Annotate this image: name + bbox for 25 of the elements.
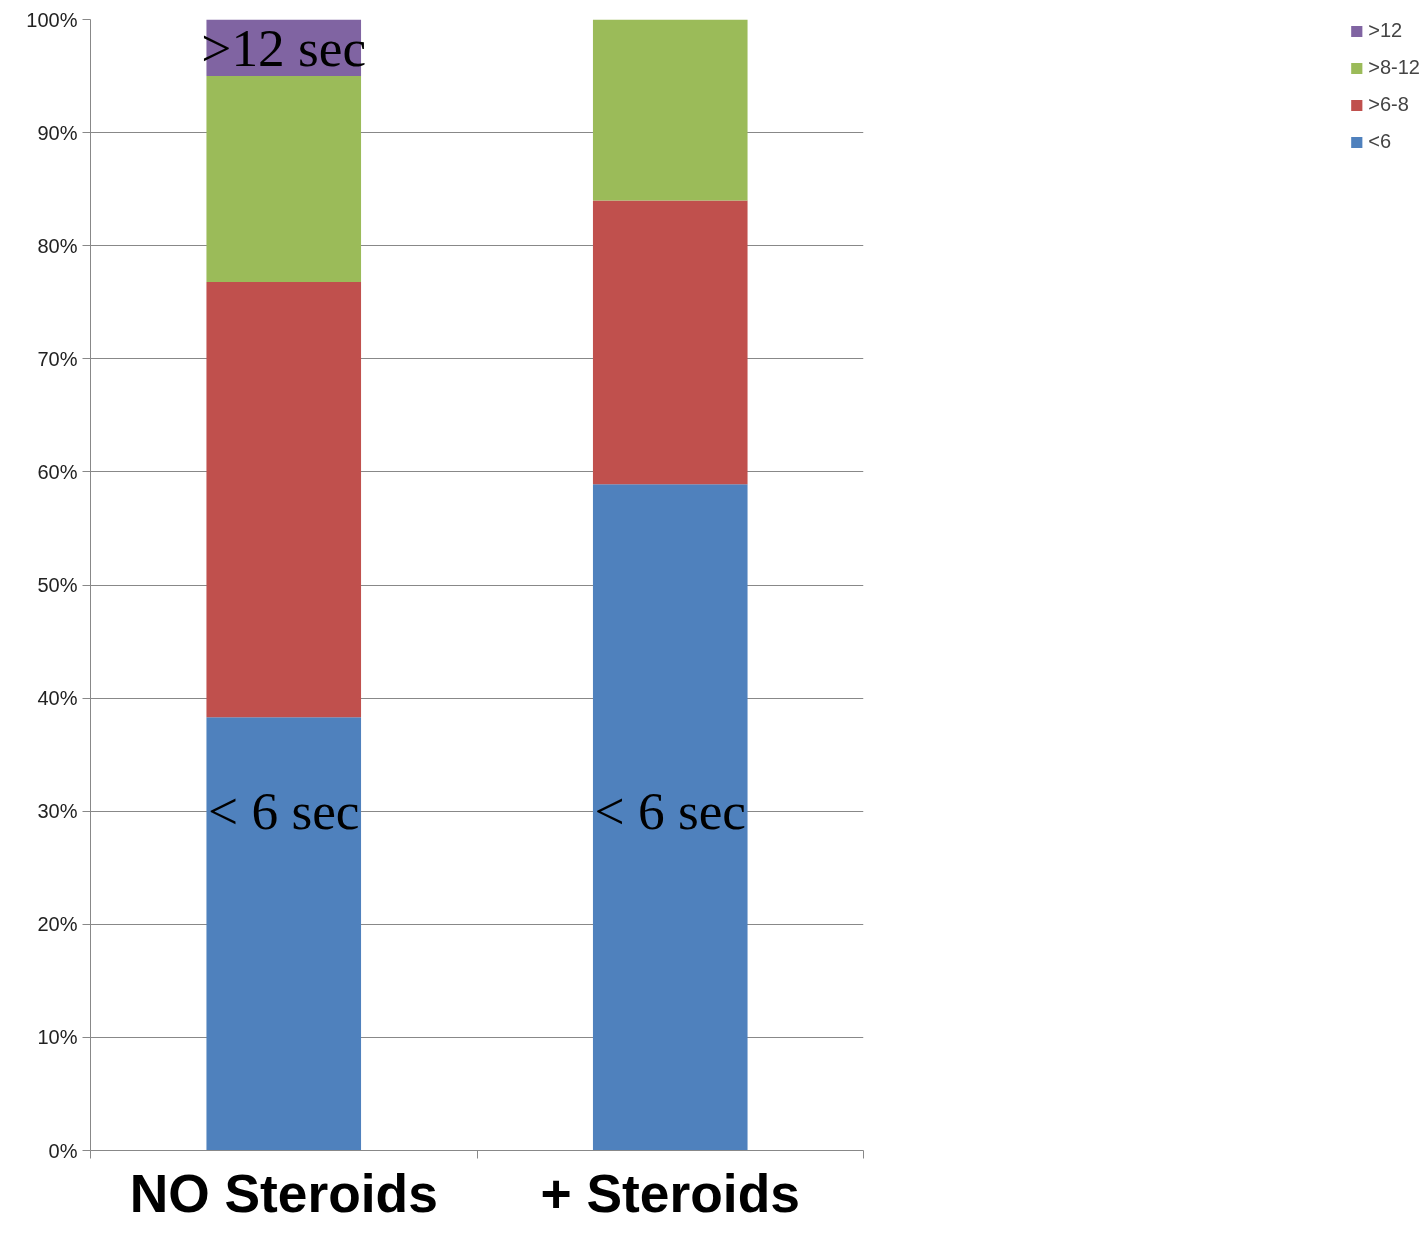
bar bbox=[592, 200, 748, 485]
x-tick-label: + Steroids bbox=[540, 1163, 800, 1223]
y-tick-label: 20% bbox=[37, 913, 78, 936]
x-tick-label: NO Steroids bbox=[129, 1163, 438, 1223]
y-tick-label: 30% bbox=[37, 800, 78, 823]
bar bbox=[206, 281, 362, 718]
annotation: < 6 sec bbox=[208, 781, 360, 842]
bar bbox=[206, 76, 362, 282]
annotation: < 6 sec bbox=[594, 781, 746, 842]
y-tick-label: 90% bbox=[37, 121, 78, 144]
y-tick-label: 10% bbox=[37, 1026, 78, 1049]
bar bbox=[592, 19, 748, 201]
y-tick-label: 0% bbox=[48, 1139, 78, 1162]
y-tick-label: 40% bbox=[37, 687, 78, 710]
y-tick-label: 100% bbox=[26, 8, 78, 31]
legend-label: >6-8 bbox=[1368, 93, 1409, 116]
legend-label: >8-12 bbox=[1368, 56, 1420, 79]
bar bbox=[592, 484, 748, 1151]
y-tick-label: 80% bbox=[37, 234, 78, 257]
legend-label: >12 bbox=[1368, 19, 1403, 42]
y-tick-label: 70% bbox=[37, 347, 78, 370]
bar bbox=[206, 717, 362, 1151]
legend-label: <6 bbox=[1368, 130, 1392, 153]
y-tick-label: 50% bbox=[37, 574, 78, 596]
y-tick-label: 60% bbox=[37, 460, 78, 483]
